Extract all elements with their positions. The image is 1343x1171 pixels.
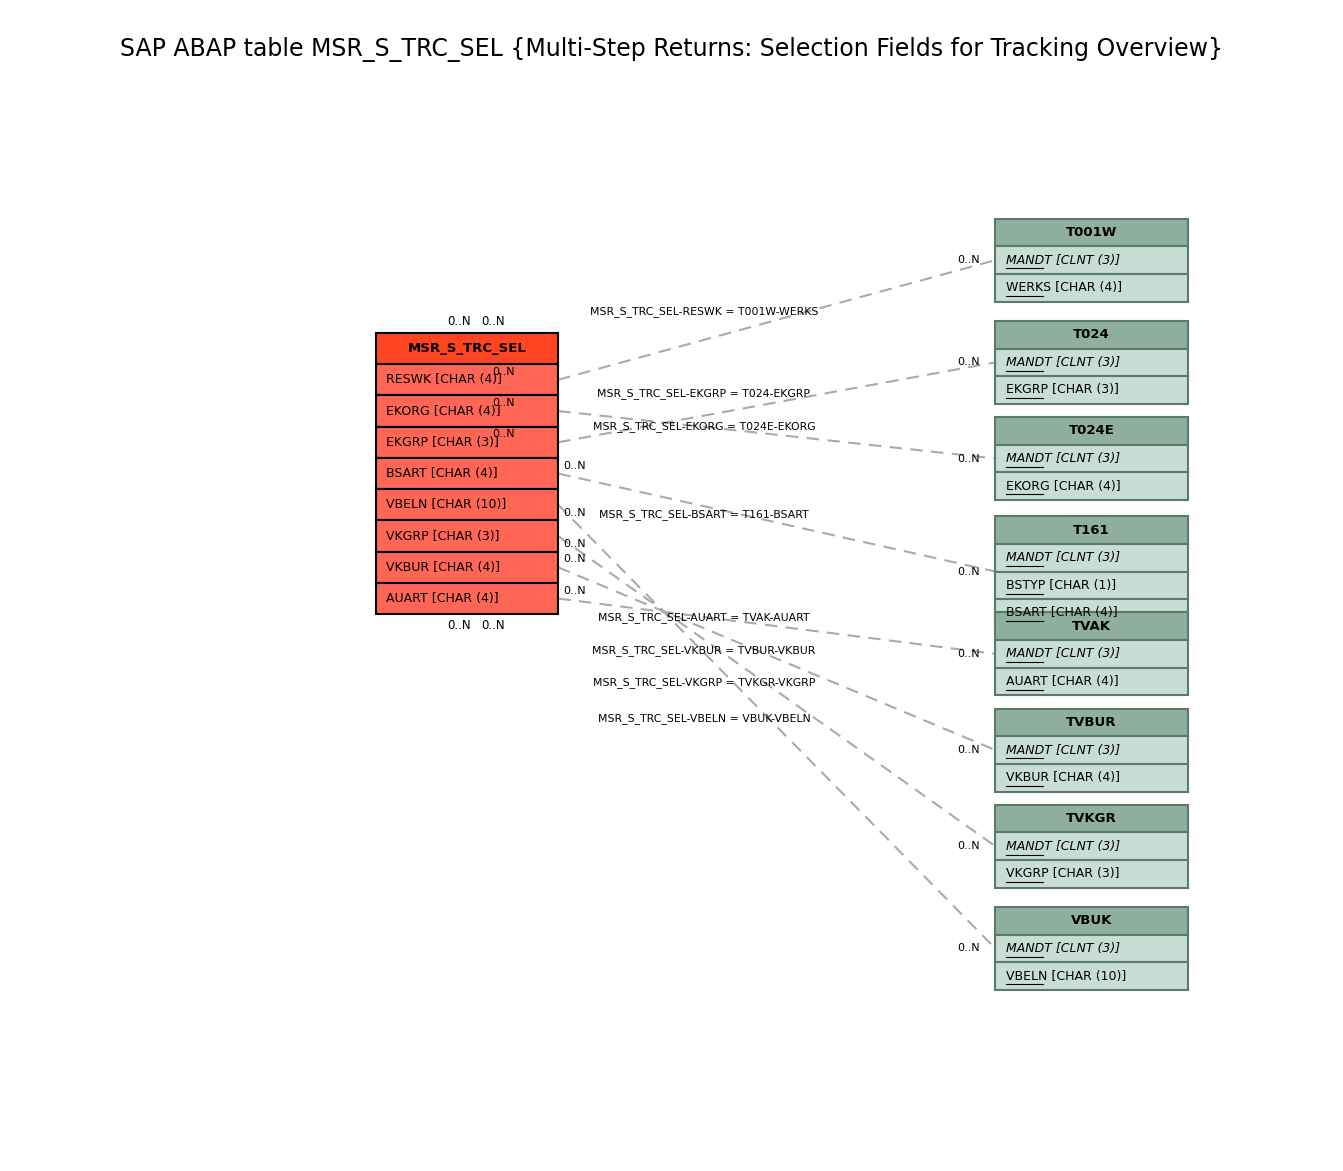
Text: MSR_S_TRC_SEL-VBELN = VBUK-VBELN: MSR_S_TRC_SEL-VBELN = VBUK-VBELN: [598, 713, 810, 724]
Text: MSR_S_TRC_SEL-BSART = T161-BSART: MSR_S_TRC_SEL-BSART = T161-BSART: [599, 508, 808, 520]
Bar: [376, 364, 559, 396]
Bar: [376, 489, 559, 520]
Text: MSR_S_TRC_SEL-VKGRP = TVKGR-VKGRP: MSR_S_TRC_SEL-VKGRP = TVKGR-VKGRP: [592, 677, 815, 689]
Text: 0..N: 0..N: [958, 357, 980, 368]
Text: 0..N: 0..N: [492, 367, 514, 377]
Text: MANDT [CLNT (3)]: MANDT [CLNT (3)]: [1006, 452, 1120, 465]
Text: T161: T161: [1073, 523, 1109, 536]
Text: 0..N: 0..N: [958, 944, 980, 953]
Bar: [376, 458, 559, 489]
Text: 0..N: 0..N: [481, 619, 505, 632]
Text: 0..N: 0..N: [564, 554, 586, 564]
Text: VBUK: VBUK: [1070, 915, 1112, 927]
Text: VBELN [CHAR (10)]: VBELN [CHAR (10)]: [1006, 970, 1125, 982]
Text: TVAK: TVAK: [1072, 619, 1111, 632]
Bar: [995, 860, 1189, 888]
Bar: [995, 600, 1189, 626]
Bar: [376, 333, 559, 364]
Bar: [995, 543, 1189, 571]
Text: TVKGR: TVKGR: [1066, 812, 1117, 826]
Text: MANDT [CLNT (3)]: MANDT [CLNT (3)]: [1006, 744, 1120, 756]
Text: T001W: T001W: [1066, 226, 1117, 239]
Bar: [995, 571, 1189, 600]
Bar: [376, 426, 559, 458]
Text: MSR_S_TRC_SEL: MSR_S_TRC_SEL: [408, 342, 526, 355]
Bar: [376, 583, 559, 615]
Text: MANDT [CLNT (3)]: MANDT [CLNT (3)]: [1006, 254, 1120, 267]
Bar: [376, 396, 559, 426]
Text: VKBUR [CHAR (4)]: VKBUR [CHAR (4)]: [387, 561, 501, 574]
Text: VKGRP [CHAR (3)]: VKGRP [CHAR (3)]: [1006, 868, 1119, 881]
Bar: [995, 472, 1189, 500]
Text: 0..N: 0..N: [564, 460, 586, 471]
Text: EKGRP [CHAR (3)]: EKGRP [CHAR (3)]: [387, 436, 500, 448]
Bar: [995, 246, 1189, 274]
Text: SAP ABAP table MSR_S_TRC_SEL {Multi-Step Returns: Selection Fields for Tracking : SAP ABAP table MSR_S_TRC_SEL {Multi-Step…: [120, 37, 1223, 62]
Text: MANDT [CLNT (3)]: MANDT [CLNT (3)]: [1006, 941, 1120, 954]
Bar: [995, 833, 1189, 860]
Bar: [995, 321, 1189, 349]
Text: 0..N: 0..N: [481, 315, 505, 328]
Bar: [995, 274, 1189, 302]
Bar: [995, 376, 1189, 404]
Text: WERKS [CHAR (4)]: WERKS [CHAR (4)]: [1006, 281, 1121, 294]
Text: AUART [CHAR (4)]: AUART [CHAR (4)]: [1006, 674, 1119, 689]
Text: 0..N: 0..N: [958, 567, 980, 576]
Text: 0..N: 0..N: [564, 539, 586, 549]
Text: MANDT [CLNT (3)]: MANDT [CLNT (3)]: [1006, 648, 1120, 660]
Text: EKGRP [CHAR (3)]: EKGRP [CHAR (3)]: [1006, 383, 1119, 397]
Text: MSR_S_TRC_SEL-RESWK = T001W-WERKS: MSR_S_TRC_SEL-RESWK = T001W-WERKS: [590, 306, 818, 317]
Text: MANDT [CLNT (3)]: MANDT [CLNT (3)]: [1006, 552, 1120, 564]
Text: 0..N: 0..N: [492, 430, 514, 439]
Bar: [995, 963, 1189, 989]
Text: 0..N: 0..N: [564, 586, 586, 596]
Bar: [995, 516, 1189, 543]
Text: 0..N: 0..N: [492, 398, 514, 408]
Text: MSR_S_TRC_SEL-EKORG = T024E-EKORG: MSR_S_TRC_SEL-EKORG = T024E-EKORG: [592, 420, 815, 432]
Text: VKGRP [CHAR (3)]: VKGRP [CHAR (3)]: [387, 529, 500, 542]
Text: AUART [CHAR (4)]: AUART [CHAR (4)]: [387, 593, 500, 605]
Bar: [376, 520, 559, 552]
Bar: [995, 763, 1189, 792]
Text: 0..N: 0..N: [958, 649, 980, 659]
Text: 0..N: 0..N: [958, 453, 980, 464]
Bar: [995, 612, 1189, 641]
Bar: [995, 445, 1189, 472]
Text: 0..N: 0..N: [958, 745, 980, 755]
Text: T024: T024: [1073, 328, 1109, 341]
Text: MSR_S_TRC_SEL-VKBUR = TVBUR-VKBUR: MSR_S_TRC_SEL-VKBUR = TVBUR-VKBUR: [592, 645, 815, 656]
Bar: [995, 219, 1189, 246]
Text: TVBUR: TVBUR: [1066, 715, 1117, 728]
Text: MSR_S_TRC_SEL-EKGRP = T024-EKGRP: MSR_S_TRC_SEL-EKGRP = T024-EKGRP: [598, 389, 810, 399]
Text: 0..N: 0..N: [958, 255, 980, 265]
Text: BSTYP [CHAR (1)]: BSTYP [CHAR (1)]: [1006, 578, 1116, 591]
Bar: [995, 934, 1189, 963]
Bar: [995, 804, 1189, 833]
Bar: [995, 708, 1189, 737]
Bar: [995, 667, 1189, 696]
Bar: [995, 737, 1189, 763]
Text: MANDT [CLNT (3)]: MANDT [CLNT (3)]: [1006, 840, 1120, 852]
Text: 0..N: 0..N: [447, 315, 471, 328]
Text: EKORG [CHAR (4)]: EKORG [CHAR (4)]: [1006, 480, 1120, 493]
Text: VKBUR [CHAR (4)]: VKBUR [CHAR (4)]: [1006, 772, 1120, 785]
Text: VBELN [CHAR (10)]: VBELN [CHAR (10)]: [387, 499, 506, 512]
Text: BSART [CHAR (4)]: BSART [CHAR (4)]: [387, 467, 498, 480]
Bar: [995, 641, 1189, 667]
Text: 0..N: 0..N: [958, 841, 980, 851]
Text: BSART [CHAR (4)]: BSART [CHAR (4)]: [1006, 607, 1117, 619]
Bar: [995, 906, 1189, 934]
Bar: [995, 417, 1189, 445]
Text: 0..N: 0..N: [564, 508, 586, 518]
Text: RESWK [CHAR (4)]: RESWK [CHAR (4)]: [387, 374, 502, 386]
Text: T024E: T024E: [1069, 424, 1115, 437]
Text: 0..N: 0..N: [447, 619, 471, 632]
Text: MANDT [CLNT (3)]: MANDT [CLNT (3)]: [1006, 356, 1120, 369]
Bar: [376, 552, 559, 583]
Bar: [995, 349, 1189, 376]
Text: MSR_S_TRC_SEL-AUART = TVAK-AUART: MSR_S_TRC_SEL-AUART = TVAK-AUART: [598, 612, 810, 623]
Text: EKORG [CHAR (4)]: EKORG [CHAR (4)]: [387, 404, 501, 418]
